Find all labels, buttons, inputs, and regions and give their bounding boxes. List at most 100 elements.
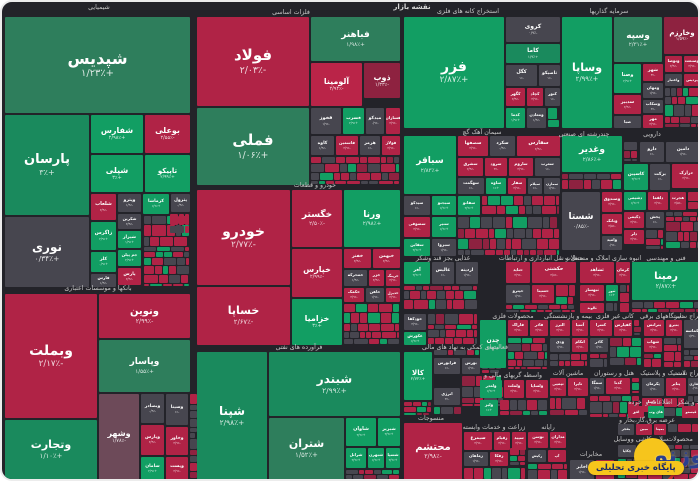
tile-small[interactable] [530, 250, 536, 255]
tile-small[interactable] [404, 407, 416, 412]
tile-small[interactable] [697, 124, 698, 127]
tile-small[interactable] [152, 225, 166, 236]
tile-small[interactable] [562, 398, 576, 409]
tile-small[interactable] [685, 105, 691, 116]
tile-small[interactable] [685, 309, 695, 312]
tile-سبزوا[interactable]: سبزوا -۱/۹٪ [432, 239, 456, 256]
tile-سباقر[interactable]: سباقر +۲/۸۳٪ [404, 136, 456, 194]
tile-وغدیر[interactable]: وغدیر +۲/۸۶٪ [562, 136, 622, 172]
tile-small[interactable] [514, 229, 525, 238]
tile-small[interactable] [379, 304, 392, 312]
tile-ولملت[interactable]: ولملت -۲/۹٪ [504, 380, 524, 398]
tile-small[interactable] [372, 332, 381, 338]
tile-small[interactable] [351, 313, 359, 323]
tile-small[interactable] [630, 347, 641, 357]
tile-small[interactable] [556, 398, 561, 409]
tile-small[interactable] [496, 250, 503, 255]
tile-بورس[interactable]: بورس -۱/۹٪ [462, 358, 480, 374]
tile-زقیام[interactable]: زقیام -۲/۹٪ [494, 432, 510, 450]
tile-small[interactable] [614, 303, 617, 311]
tile-ومعادن[interactable]: ومعادن -۱/۹٪ [527, 108, 546, 128]
tile-small[interactable] [368, 164, 380, 172]
tile-small[interactable] [538, 400, 547, 410]
tile-پکرمان[interactable]: پکرمان -۱/۹٪ [642, 378, 664, 396]
tile-small[interactable] [559, 354, 570, 360]
tile-small[interactable] [603, 402, 612, 413]
tile-کچاد[interactable]: کچاد -۲/۹٪ [527, 88, 543, 106]
tile-small[interactable] [513, 305, 524, 309]
tile-small[interactable] [482, 196, 487, 205]
tile-شپنا[interactable]: شپنا +۲/۹۸٪ [197, 352, 267, 479]
tile-small[interactable] [353, 475, 363, 479]
tile-small[interactable] [524, 352, 537, 359]
tile-small[interactable] [537, 250, 543, 255]
tile-small[interactable] [604, 359, 607, 367]
tile-small[interactable] [674, 105, 684, 116]
tile-آفر[interactable]: آفر +۲/۹٪ [404, 262, 430, 284]
tile-small[interactable] [506, 305, 512, 309]
tile-small[interactable] [622, 396, 631, 401]
tile-small[interactable] [428, 330, 439, 337]
tile-رکیش[interactable]: رکیش [528, 450, 546, 462]
tile-small[interactable] [664, 352, 674, 361]
tile-small[interactable] [691, 124, 696, 127]
tile-small[interactable] [610, 338, 622, 346]
tile-small[interactable] [603, 414, 608, 417]
tile-small[interactable] [665, 97, 671, 104]
tile-small[interactable] [613, 402, 619, 413]
tile-کفپارس[interactable]: کفپارس -۲/۹٪ [614, 320, 632, 336]
tile-فسرب[interactable]: فسرب +۲/۹٪ [343, 108, 364, 134]
tile-small[interactable] [684, 350, 689, 355]
tile-small[interactable] [523, 360, 534, 366]
tile-small[interactable] [144, 266, 154, 274]
tile-وصنا[interactable]: وصنا +۲/۹٪ [614, 64, 641, 93]
tile-small[interactable] [179, 214, 184, 225]
tile-small[interactable] [361, 181, 368, 184]
tile-small[interactable] [446, 291, 454, 299]
tile-small[interactable] [544, 360, 547, 366]
tile-کنور[interactable]: کنور -۱٪ [545, 88, 560, 106]
tile-small[interactable] [170, 214, 178, 225]
tile-small[interactable] [190, 428, 197, 432]
tile-small[interactable] [691, 117, 698, 123]
tile-small[interactable] [169, 266, 176, 274]
tile-small[interactable] [428, 338, 434, 344]
tile-ونوین[interactable]: ونوین -۲/۹۹٪ [99, 294, 190, 338]
tile-خفنر[interactable]: خفنر -۲/۹٪ [344, 249, 371, 268]
tile-small[interactable] [648, 474, 662, 479]
tile-small[interactable] [501, 387, 503, 397]
tile-small[interactable] [484, 468, 491, 479]
tile-small[interactable] [584, 180, 591, 189]
tile-small[interactable] [190, 405, 197, 410]
tile-small[interactable] [475, 350, 479, 355]
tile-small[interactable] [458, 250, 464, 255]
tile-small[interactable] [632, 391, 639, 393]
tile-small[interactable] [381, 157, 386, 163]
tile-small[interactable] [467, 350, 474, 355]
tile-گدنا[interactable]: گدنا -۲/۹٪ [606, 378, 630, 394]
tile-small[interactable] [173, 284, 183, 286]
tile-افق[interactable]: افق [628, 406, 644, 418]
tile-small[interactable] [642, 309, 647, 312]
tile-ساروم[interactable]: ساروم -۲/۹٪ [509, 158, 533, 176]
tile-خپارس[interactable]: خپارس -۲/۹۹٪ [292, 249, 342, 297]
tile-small[interactable] [368, 157, 380, 163]
tile-small[interactable] [584, 174, 596, 179]
tile-small[interactable] [514, 196, 523, 205]
tile-small[interactable] [404, 413, 416, 415]
tile-آپ[interactable]: آپ [548, 450, 566, 462]
tile-small[interactable] [569, 174, 583, 179]
tile-small[interactable] [344, 339, 353, 344]
tile-small[interactable] [648, 309, 657, 312]
tile-small[interactable] [677, 338, 681, 344]
tile-مبین[interactable]: مبین [636, 424, 652, 435]
tile-small[interactable] [404, 291, 409, 299]
tile-small[interactable] [144, 225, 151, 236]
tile-small[interactable] [518, 456, 525, 461]
tile-small[interactable] [644, 359, 651, 367]
tile-پخش[interactable]: پخش -۱٪ [646, 212, 664, 228]
tile-small[interactable] [177, 258, 185, 265]
tile-small[interactable] [525, 305, 537, 309]
tile-small[interactable] [350, 173, 356, 180]
tile-small[interactable] [325, 164, 339, 172]
